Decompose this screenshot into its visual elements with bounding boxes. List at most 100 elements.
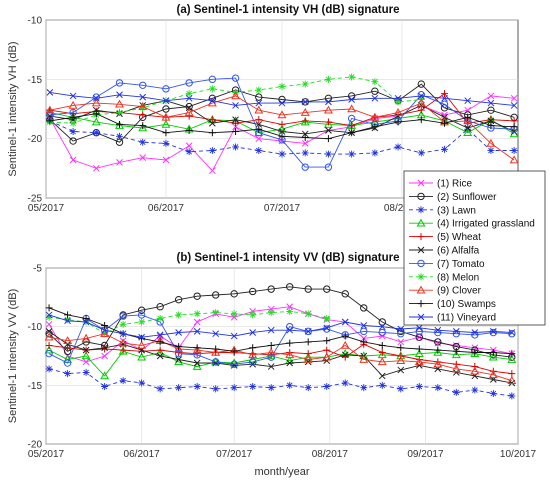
data-point [185, 112, 193, 120]
data-point [471, 363, 479, 371]
data-point [341, 351, 349, 359]
data-point [248, 350, 258, 359]
legend-item: (1) Rice [409, 179, 472, 190]
data-point [301, 80, 309, 88]
data-point [488, 370, 498, 379]
data-point [508, 392, 516, 400]
legend-marker [416, 218, 426, 227]
legend-item: (2) Sunflower [409, 192, 497, 203]
data-point [267, 326, 275, 334]
data-point [193, 292, 201, 300]
data-point [69, 119, 77, 127]
data-point [371, 87, 379, 95]
data-point [452, 328, 460, 335]
data-point [184, 107, 194, 116]
data-point [360, 327, 368, 336]
data-point [434, 338, 442, 346]
data-point [286, 381, 294, 389]
data-point [185, 94, 193, 102]
data-point [209, 167, 216, 175]
data-point [100, 329, 110, 338]
data-point [463, 128, 473, 137]
legend-item: (5) Wheat [409, 232, 481, 243]
data-point [255, 93, 263, 101]
data-point [301, 149, 309, 157]
data-point [162, 156, 170, 164]
data-point [340, 340, 350, 349]
data-point [417, 92, 425, 100]
data-point [81, 333, 91, 342]
data-point [208, 94, 217, 103]
data-point [323, 337, 331, 345]
legend-label: (6) Alfalfa [437, 246, 480, 257]
data-point [377, 357, 387, 366]
series-2 [46, 80, 518, 146]
data-point [378, 381, 386, 389]
data-point [278, 82, 286, 90]
y-tick-label: -10 [28, 322, 43, 333]
data-point [232, 123, 239, 131]
data-point [193, 351, 201, 359]
data-point [192, 361, 202, 370]
data-point [301, 133, 309, 141]
y-tick-label: -15 [28, 75, 43, 86]
data-point [397, 366, 405, 374]
x-tick-label: 10/2017 [500, 449, 537, 460]
data-point [91, 117, 101, 126]
data-point [249, 311, 257, 319]
data-point [64, 340, 71, 348]
data-point [451, 364, 461, 373]
data-point [116, 91, 123, 99]
data-point [452, 388, 460, 396]
series-line [49, 333, 512, 382]
data-point [441, 111, 448, 119]
data-point [378, 348, 386, 356]
data-point [208, 75, 217, 84]
data-point [378, 318, 386, 326]
data-point [510, 94, 518, 102]
data-point [92, 94, 100, 102]
data-point [434, 384, 442, 392]
data-point [212, 330, 220, 338]
data-point [397, 327, 405, 336]
data-point [378, 372, 386, 380]
data-point [192, 345, 202, 354]
data-point [471, 348, 479, 356]
data-point [156, 331, 164, 339]
data-point [324, 135, 332, 143]
data-point [174, 295, 183, 304]
data-point [139, 104, 147, 112]
legend-label: (3) Lawn [437, 205, 476, 216]
data-point [393, 107, 403, 116]
series-line [48, 314, 512, 338]
data-point [101, 345, 109, 353]
data-point [415, 345, 423, 353]
legend-item: (11) Vineyard [409, 313, 496, 324]
data-point [69, 92, 77, 100]
data-point [304, 310, 312, 318]
data-point [138, 334, 146, 342]
data-point [174, 344, 184, 353]
data-point [64, 370, 72, 378]
data-point [397, 325, 405, 333]
data-point [301, 130, 309, 138]
data-point [348, 122, 356, 130]
data-point [434, 326, 442, 334]
data-point [255, 147, 263, 155]
data-point [440, 100, 449, 108]
data-point [211, 358, 220, 366]
data-point [92, 164, 100, 172]
data-point [45, 349, 53, 358]
data-point [507, 376, 517, 384]
data-point [323, 346, 331, 354]
data-point [417, 80, 425, 88]
legend-label: (7) Tomato [437, 259, 485, 270]
data-point [185, 126, 193, 134]
data-point [63, 359, 72, 367]
series-11 [45, 311, 516, 341]
data-point [208, 147, 216, 155]
data-point [139, 93, 147, 101]
data-point [139, 81, 147, 89]
data-point [278, 128, 286, 135]
data-point [417, 149, 425, 157]
